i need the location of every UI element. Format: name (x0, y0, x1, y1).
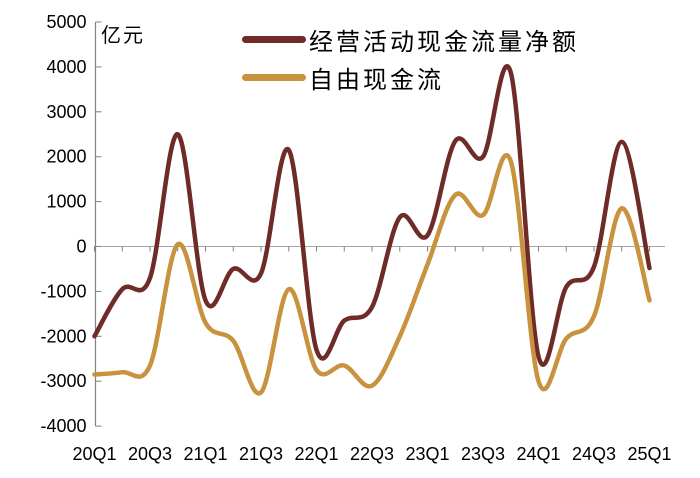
x-axis-label: 22Q3 (350, 444, 394, 464)
legend-label-free-cash-flow: 自由现金流 (309, 66, 444, 94)
y-axis-label: -3000 (40, 371, 86, 391)
y-axis-label: -1000 (40, 281, 86, 301)
x-axis-label: 24Q1 (516, 444, 560, 464)
x-axis-label: 20Q3 (128, 444, 172, 464)
y-axis-label: 5000 (46, 12, 86, 32)
y-axis-label: 0 (76, 237, 86, 257)
series-line-free-cash-flow (92, 153, 652, 396)
legend: 经营活动现金流量净额 自由现金流 (242, 20, 579, 96)
x-axis-label: 21Q3 (239, 444, 283, 464)
x-axis-label: 21Q1 (183, 444, 227, 464)
y-axis-label: 1000 (46, 192, 86, 212)
x-axis-label: 23Q3 (461, 444, 505, 464)
legend-label-operating-cash-flow: 经营活动现金流量净额 (309, 28, 579, 56)
y-axis-label: -4000 (40, 416, 86, 436)
y-axis-label: 4000 (46, 57, 86, 77)
y-axis-label: -2000 (40, 326, 86, 346)
y-axis-label: 3000 (46, 102, 86, 122)
legend-swatch-free-cash-flow (242, 73, 306, 81)
y-axis-label: 2000 (46, 147, 86, 167)
series-line-operating-cash-flow (92, 64, 652, 368)
x-axis-label: 20Q1 (72, 444, 116, 464)
y-axis-unit-label: 亿元 (101, 25, 145, 47)
x-axis-label: 22Q1 (294, 444, 338, 464)
legend-item-free-cash-flow: 自由现金流 (242, 58, 579, 96)
x-axis-label: 25Q1 (627, 444, 671, 464)
legend-swatch-operating-cash-flow (242, 35, 306, 43)
x-axis-label: 23Q1 (405, 444, 449, 464)
x-axis-label: 24Q3 (572, 444, 616, 464)
legend-item-operating-cash-flow: 经营活动现金流量净额 (242, 20, 579, 58)
